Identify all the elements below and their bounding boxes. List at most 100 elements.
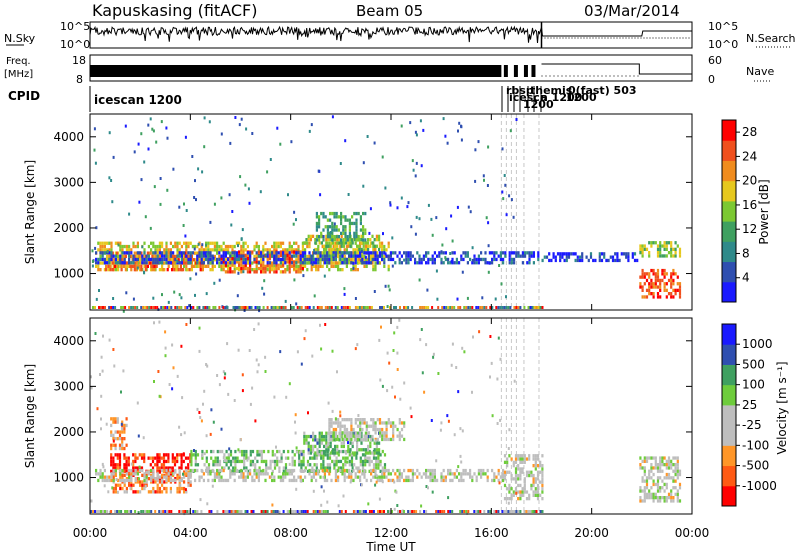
- data-cell: [262, 248, 265, 252]
- data-cell: [387, 478, 390, 483]
- data-cell: [458, 478, 461, 483]
- data-cell: [367, 424, 371, 428]
- data-cell: [225, 459, 228, 463]
- data-cell: [109, 264, 112, 268]
- data-cell: [561, 252, 564, 256]
- data-cell: [156, 459, 159, 464]
- data-cell: [328, 456, 332, 460]
- data-cell: [290, 244, 293, 249]
- data-cell: [524, 254, 527, 258]
- data-cell: [458, 472, 461, 476]
- data-cell: [246, 251, 249, 255]
- data-cell: [398, 318, 401, 322]
- data-cell: [280, 459, 283, 464]
- data-cell: [362, 244, 365, 248]
- data-cell: [114, 472, 117, 476]
- data-cell: [117, 478, 120, 483]
- data-cell: [439, 428, 442, 432]
- data-cell: [442, 475, 445, 479]
- data-cell: [381, 155, 384, 159]
- data-cell: [275, 257, 278, 262]
- data-cell: [331, 349, 334, 353]
- data-cell: [160, 120, 163, 124]
- data-cell: [477, 261, 480, 265]
- data-cell: [381, 449, 384, 454]
- data-cell: [328, 437, 331, 442]
- data-cell: [449, 468, 452, 473]
- data-cell: [508, 251, 511, 255]
- data-cell: [665, 295, 668, 299]
- data-cell: [119, 264, 122, 268]
- data-cell: [350, 421, 353, 425]
- data-cell: [348, 258, 351, 262]
- data-cell: [334, 451, 337, 455]
- data-cell: [282, 306, 285, 309]
- data-cell: [427, 475, 430, 479]
- data-cell: [521, 454, 524, 458]
- data-cell: [156, 453, 159, 457]
- data-cell: [359, 228, 362, 232]
- data-cell: [508, 254, 511, 258]
- data-cell: [271, 449, 274, 454]
- data-cell: [422, 254, 425, 258]
- data-cell: [166, 268, 169, 272]
- data-cell: [226, 510, 229, 513]
- data-cell: [293, 241, 296, 245]
- data-cell: [449, 252, 452, 255]
- data-cell: [398, 468, 401, 473]
- data-cell: [652, 295, 655, 299]
- data-cell: [275, 266, 278, 271]
- data-cell: [288, 263, 291, 267]
- data-cell: [343, 427, 346, 432]
- data-cell: [308, 129, 311, 133]
- data-cell: [282, 270, 285, 274]
- data-cell: [323, 261, 326, 265]
- data-cell: [650, 486, 653, 490]
- data-cell: [114, 466, 117, 470]
- data-cell: [672, 288, 675, 292]
- data-cell: [301, 241, 304, 245]
- data-cell: [678, 486, 682, 490]
- data-cell: [136, 251, 139, 255]
- data-cell: [645, 288, 649, 292]
- data-cell: [274, 510, 277, 513]
- data-cell: [358, 261, 361, 265]
- data-cell: [674, 463, 677, 467]
- data-cell: [117, 268, 120, 272]
- data-cell: [110, 478, 113, 483]
- data-cell: [350, 251, 353, 255]
- data-cell: [423, 510, 426, 513]
- data-cell: [293, 260, 296, 264]
- data-cell: [453, 261, 456, 265]
- data-cell: [109, 268, 112, 272]
- data-cell: [119, 261, 122, 265]
- data-cell: [198, 258, 201, 262]
- data-cell: [641, 268, 644, 273]
- data-cell: [378, 497, 381, 501]
- data-cell: [611, 255, 615, 259]
- data-cell: [308, 254, 311, 259]
- data-cell: [171, 456, 174, 460]
- nsky-label: N.Sky: [4, 32, 36, 45]
- data-cell: [221, 466, 224, 470]
- data-cell: [266, 248, 269, 252]
- data-cell: [195, 251, 198, 255]
- data-cell: [385, 475, 388, 479]
- data-cell: [136, 244, 139, 249]
- data-cell: [323, 257, 326, 262]
- data-cell: [295, 241, 298, 245]
- data-cell: [350, 431, 353, 435]
- data-cell: [125, 423, 128, 428]
- data-cell: [314, 238, 317, 242]
- data-cell: [121, 427, 124, 431]
- data-cell: [137, 434, 140, 438]
- data-cell: [350, 459, 354, 464]
- data-cell: [144, 484, 147, 488]
- data-cell: [317, 472, 320, 476]
- data-cell: [600, 252, 604, 256]
- data-cell: [440, 478, 443, 483]
- data-cell: [112, 472, 115, 476]
- data-cell: [90, 375, 92, 379]
- data-cell: [425, 254, 428, 258]
- data-cell: [307, 451, 310, 455]
